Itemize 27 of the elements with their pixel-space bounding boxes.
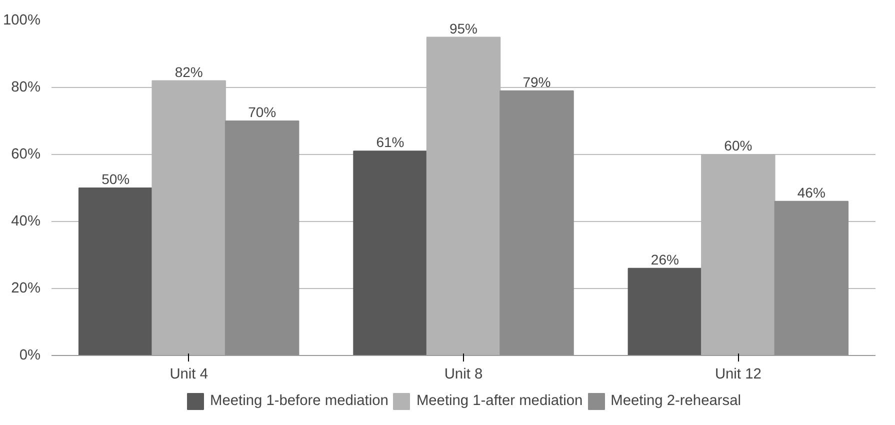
bar: [78, 188, 153, 356]
data-label: 61%: [376, 134, 404, 150]
bar: [500, 90, 574, 356]
data-label: 46%: [797, 184, 826, 200]
data-label: 82%: [174, 64, 203, 80]
data-label: 50%: [102, 171, 130, 187]
data-label: 79%: [522, 74, 551, 90]
bar: [628, 268, 702, 356]
legend-label: Meeting 1-before mediation: [210, 393, 388, 409]
bar: [774, 200, 849, 356]
x-tick-label: Unit 12: [714, 366, 762, 382]
y-tick-label: 40%: [11, 214, 41, 230]
legend-label: Meeting 2-rehearsal: [610, 393, 741, 409]
y-tick-label: 0%: [19, 348, 41, 364]
data-label: 60%: [724, 138, 752, 154]
legend-label: Meeting 1-after mediation: [416, 393, 583, 409]
y-tick-label: 80%: [11, 80, 41, 96]
y-tick-label: 20%: [11, 280, 41, 296]
x-tick-label: Unit 4: [170, 366, 208, 382]
bar: [353, 150, 428, 356]
y-tick-label: 60%: [11, 146, 41, 162]
y-tick-label: 100%: [3, 12, 41, 28]
data-label: 95%: [449, 20, 478, 36]
data-label: 70%: [248, 104, 276, 120]
data-label: 26%: [650, 251, 679, 268]
bar: [224, 120, 300, 356]
x-tick-label: Unit 8: [444, 366, 483, 382]
